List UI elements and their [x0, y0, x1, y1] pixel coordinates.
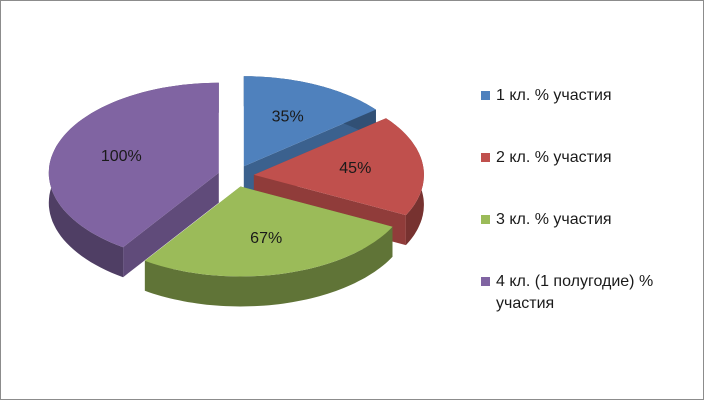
- legend-item: 1 кл. % участия: [481, 85, 681, 107]
- legend-swatch: [481, 91, 490, 100]
- legend-label: 1 кл. % участия: [496, 87, 612, 104]
- legend-item: 3 кл. % участия: [481, 209, 681, 231]
- legend-label: 3 кл. % участия: [496, 211, 612, 228]
- slice: [243, 76, 376, 167]
- data-label: 45%: [339, 160, 371, 177]
- slice-wall: [144, 226, 393, 307]
- slice-side: [123, 172, 219, 278]
- legend-item: 4 кл. (1 полугодие) % участия: [481, 271, 681, 315]
- slice: [144, 186, 393, 277]
- legend-swatch: [481, 153, 490, 162]
- legend-swatch: [481, 277, 490, 286]
- legend-item: 2 кл. % участия: [481, 147, 681, 169]
- data-label: 35%: [272, 109, 304, 126]
- legend-swatch: [481, 215, 490, 224]
- pie-area: 35% 45% 67% 100%: [48, 76, 424, 307]
- slice: [48, 82, 219, 248]
- data-label: 100%: [101, 148, 142, 165]
- legend-label: 2 кл. % участия: [496, 149, 612, 166]
- slice: [253, 118, 424, 216]
- data-label: 67%: [250, 230, 282, 247]
- legend-label: 4 кл. (1 полугодие) % участия: [496, 273, 654, 312]
